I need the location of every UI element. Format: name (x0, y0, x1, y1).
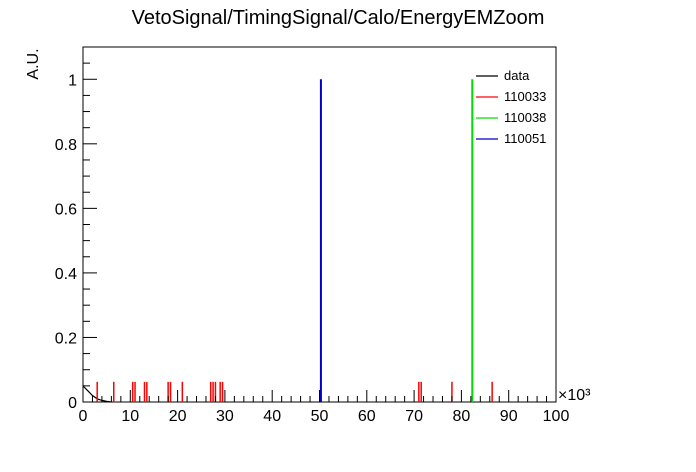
x-tick-label: 60 (358, 408, 376, 425)
x-tick-label: 40 (263, 408, 281, 425)
x-tick-label: 50 (311, 408, 329, 425)
plot-frame (82, 46, 557, 403)
x-tick-label: 70 (405, 408, 423, 425)
series-layer (82, 79, 493, 403)
legend-entry: 110033 (504, 89, 546, 104)
x-tick-label: 30 (216, 408, 234, 425)
chart-title: VetoSignal/TimingSignal/Calo/EnergyEMZoo… (132, 7, 545, 29)
x-axis-multiplier: ×10³ (558, 387, 591, 404)
y-tick-label: 0.6 (55, 201, 77, 218)
y-tick-label: 0 (68, 395, 77, 412)
y-tick-label: 0.4 (55, 266, 77, 283)
x-tick-label: 20 (169, 408, 187, 425)
x-tick-label: 10 (121, 408, 139, 425)
legend-entry: 110038 (504, 110, 546, 125)
y-tick-label: 0.8 (55, 137, 77, 154)
x-tick-label: 90 (500, 408, 518, 425)
x-tick-label: 0 (79, 408, 88, 425)
legend-entry: 110051 (504, 131, 546, 146)
x-axis: 0 10 20 30 40 50 60 70 80 90 100 (79, 390, 570, 425)
y-tick-label: 1 (68, 72, 77, 89)
x-tick-label: 100 (543, 408, 570, 425)
legend-entry: data (504, 68, 530, 83)
x-tick-label: 80 (453, 408, 471, 425)
legend: data 110033 110038 110051 (476, 68, 546, 146)
y-axis: 0 0.2 0.4 0.6 0.8 1 (55, 46, 97, 412)
y-tick-label: 0.2 (55, 330, 77, 347)
y-axis-label: A.U. (25, 48, 42, 79)
